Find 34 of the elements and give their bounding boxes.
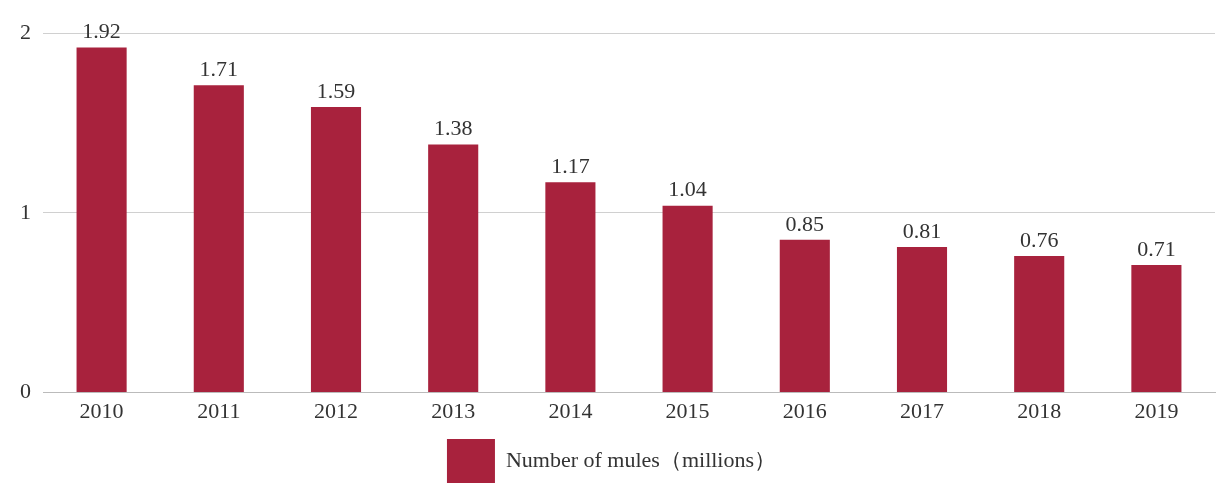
x-tick-label: 2012 [314,397,358,423]
y-tick-label: 2 [20,18,31,44]
bar [428,144,479,393]
bar [310,106,362,393]
x-tick-label: 2011 [197,397,241,423]
y-tick-label: 1 [20,198,31,224]
bar [193,85,244,393]
data-label: 1.17 [551,153,590,179]
x-tick-label: 2010 [79,397,124,423]
x-tick-label: 2019 [1134,397,1179,423]
data-label: 1.71 [199,56,239,82]
x-tick-label: 2015 [665,397,710,423]
x-tick-label: 2014 [548,397,593,423]
bar [545,182,596,393]
bar [1131,265,1182,393]
x-tick-label: 2013 [431,397,476,423]
data-label: 1.04 [668,176,707,202]
bar [779,239,830,393]
data-label: 0.85 [785,210,825,236]
bar [76,47,127,393]
data-label: 0.76 [1019,226,1059,252]
x-tick-label: 2017 [900,397,944,423]
y-tick-label: 0 [20,378,31,404]
legend-label: Number of mules（millions） [505,446,777,472]
data-label: 0.81 [902,217,942,243]
data-label: 1.59 [316,77,356,103]
x-tick-label: 2018 [1017,397,1062,423]
data-label: 1.38 [433,115,473,141]
data-label: 0.71 [1137,235,1176,261]
bar [1014,256,1065,393]
bar [896,247,948,393]
x-tick-label: 2016 [782,397,827,423]
bar [662,205,713,393]
data-label: 1.92 [82,18,121,44]
